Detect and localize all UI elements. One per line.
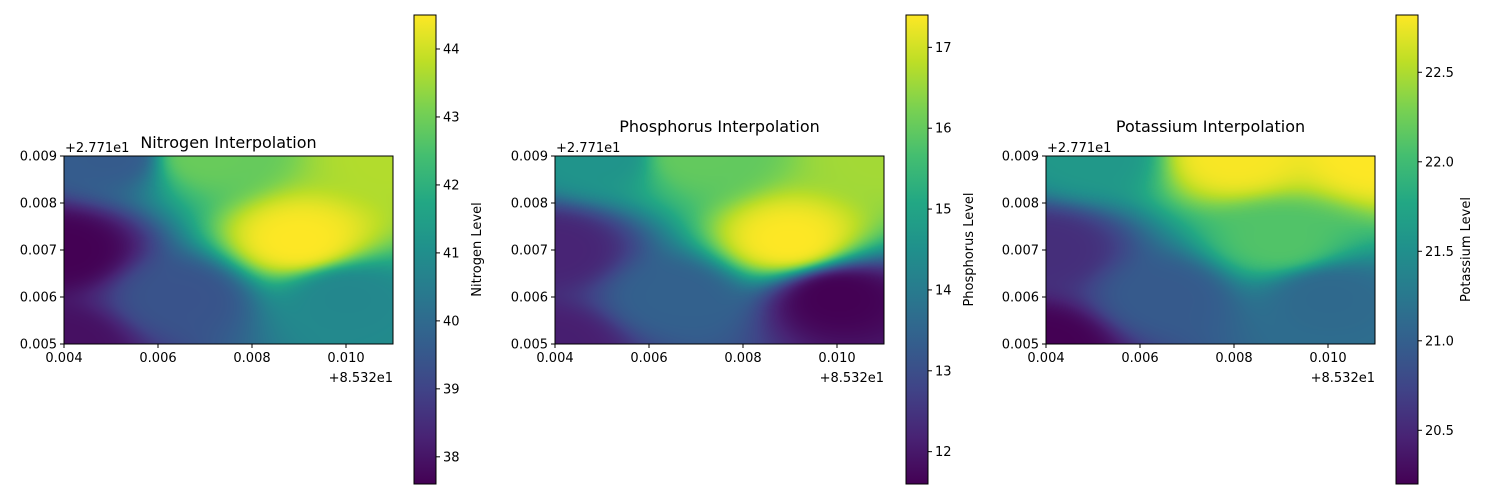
colorbar-label: Phosphorus Level bbox=[962, 192, 977, 306]
colorbar-tick-label: 44 bbox=[443, 42, 460, 57]
colorbar-tick-label: 42 bbox=[443, 178, 460, 193]
chart-title: Nitrogen Interpolation bbox=[140, 133, 316, 152]
y-tick-label: 0.007 bbox=[511, 244, 548, 259]
colorbar-tick-label: 17 bbox=[935, 41, 952, 56]
colorbar-label: Nitrogen Level bbox=[470, 202, 485, 296]
y-tick-label: 0.008 bbox=[511, 197, 548, 212]
colorbar-tick-label: 20.5 bbox=[1425, 424, 1454, 439]
x-tick-label: 0.004 bbox=[1027, 351, 1064, 366]
y-tick-label: 0.006 bbox=[20, 291, 57, 306]
y-tick-label: 0.005 bbox=[20, 338, 57, 353]
y-offset-label: +2.771e1 bbox=[1047, 141, 1111, 156]
x-tick-label: 0.010 bbox=[327, 351, 364, 366]
colorbar-tick-label: 40 bbox=[443, 314, 460, 329]
y-tick-label: 0.008 bbox=[1002, 197, 1039, 212]
x-offset-label: +8.532e1 bbox=[329, 371, 393, 386]
colorbar-tick-label: 14 bbox=[935, 283, 952, 298]
heatmap-image bbox=[64, 156, 393, 344]
colorbar-tick-label: 22.0 bbox=[1425, 155, 1454, 170]
x-tick-label: 0.004 bbox=[45, 351, 82, 366]
colorbar-tick-label: 21.5 bbox=[1425, 245, 1454, 260]
y-offset-label: +2.771e1 bbox=[556, 141, 620, 156]
colorbar-tick-label: 43 bbox=[443, 110, 460, 125]
y-tick-label: 0.006 bbox=[1002, 291, 1039, 306]
colorbar bbox=[906, 15, 928, 484]
colorbar-tick-label: 16 bbox=[935, 122, 952, 137]
colorbar-tick-label: 22.5 bbox=[1425, 66, 1454, 81]
colorbar-tick-label: 39 bbox=[443, 382, 460, 397]
y-tick-label: 0.008 bbox=[20, 197, 57, 212]
colorbar-frame bbox=[413, 14, 437, 485]
colorbar-tick-label: 41 bbox=[443, 246, 460, 261]
x-tick-label: 0.008 bbox=[724, 351, 761, 366]
x-tick-label: 0.010 bbox=[1309, 351, 1346, 366]
y-tick-label: 0.005 bbox=[511, 338, 548, 353]
y-tick-label: 0.007 bbox=[20, 244, 57, 259]
colorbar-frame bbox=[1395, 14, 1419, 485]
x-tick-label: 0.004 bbox=[536, 351, 573, 366]
heatmap-image bbox=[555, 156, 884, 344]
panel-3: Potassium Interpolation 0.004 0.006 0.008 0.… bbox=[1002, 14, 1474, 485]
colorbar-tick-label: 15 bbox=[935, 203, 952, 218]
colorbar-tick-label: 21.0 bbox=[1425, 334, 1454, 349]
y-tick-label: 0.009 bbox=[511, 150, 548, 165]
colorbar-frame bbox=[905, 14, 929, 485]
x-tick-label: 0.010 bbox=[818, 351, 855, 366]
colorbar bbox=[1396, 15, 1418, 484]
x-tick-label: 0.006 bbox=[139, 351, 176, 366]
heatmap-image bbox=[1046, 156, 1375, 344]
panel-1: Nitrogen Interpolation 0.004 0.006 0.008 0.0… bbox=[20, 14, 485, 485]
chart-title: Potassium Interpolation bbox=[1116, 117, 1305, 136]
x-tick-label: 0.008 bbox=[233, 351, 270, 366]
colorbar bbox=[414, 15, 436, 484]
colorbar-tick-label: 12 bbox=[935, 445, 952, 460]
x-offset-label: +8.532e1 bbox=[820, 371, 884, 386]
colorbar-tick-label: 38 bbox=[443, 450, 460, 465]
y-tick-label: 0.005 bbox=[1002, 338, 1039, 353]
y-tick-label: 0.007 bbox=[1002, 244, 1039, 259]
panel-2: Phosphorus Interpolation 0.004 0.006 0.008 0… bbox=[511, 14, 977, 485]
chart-title: Phosphorus Interpolation bbox=[619, 117, 820, 136]
y-tick-label: 0.009 bbox=[20, 150, 57, 165]
x-tick-label: 0.006 bbox=[630, 351, 667, 366]
x-tick-label: 0.006 bbox=[1121, 351, 1158, 366]
colorbar-label: Potassium Level bbox=[1459, 197, 1474, 302]
y-offset-label: +2.771e1 bbox=[65, 141, 129, 156]
y-tick-label: 0.009 bbox=[1002, 150, 1039, 165]
y-tick-label: 0.006 bbox=[511, 291, 548, 306]
x-offset-label: +8.532e1 bbox=[1311, 371, 1375, 386]
colorbar-tick-label: 13 bbox=[935, 364, 952, 379]
x-tick-label: 0.008 bbox=[1215, 351, 1252, 366]
